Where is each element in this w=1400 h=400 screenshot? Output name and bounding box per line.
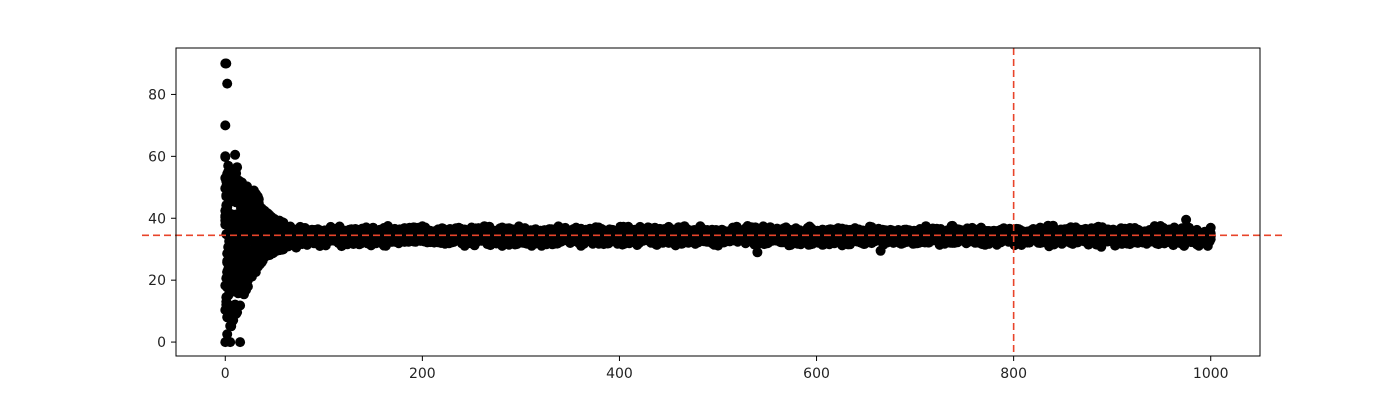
data-point [253, 194, 264, 205]
data-point [242, 281, 253, 292]
plot-area [176, 48, 1260, 356]
data-point [235, 300, 246, 311]
points-layer [220, 58, 1216, 348]
